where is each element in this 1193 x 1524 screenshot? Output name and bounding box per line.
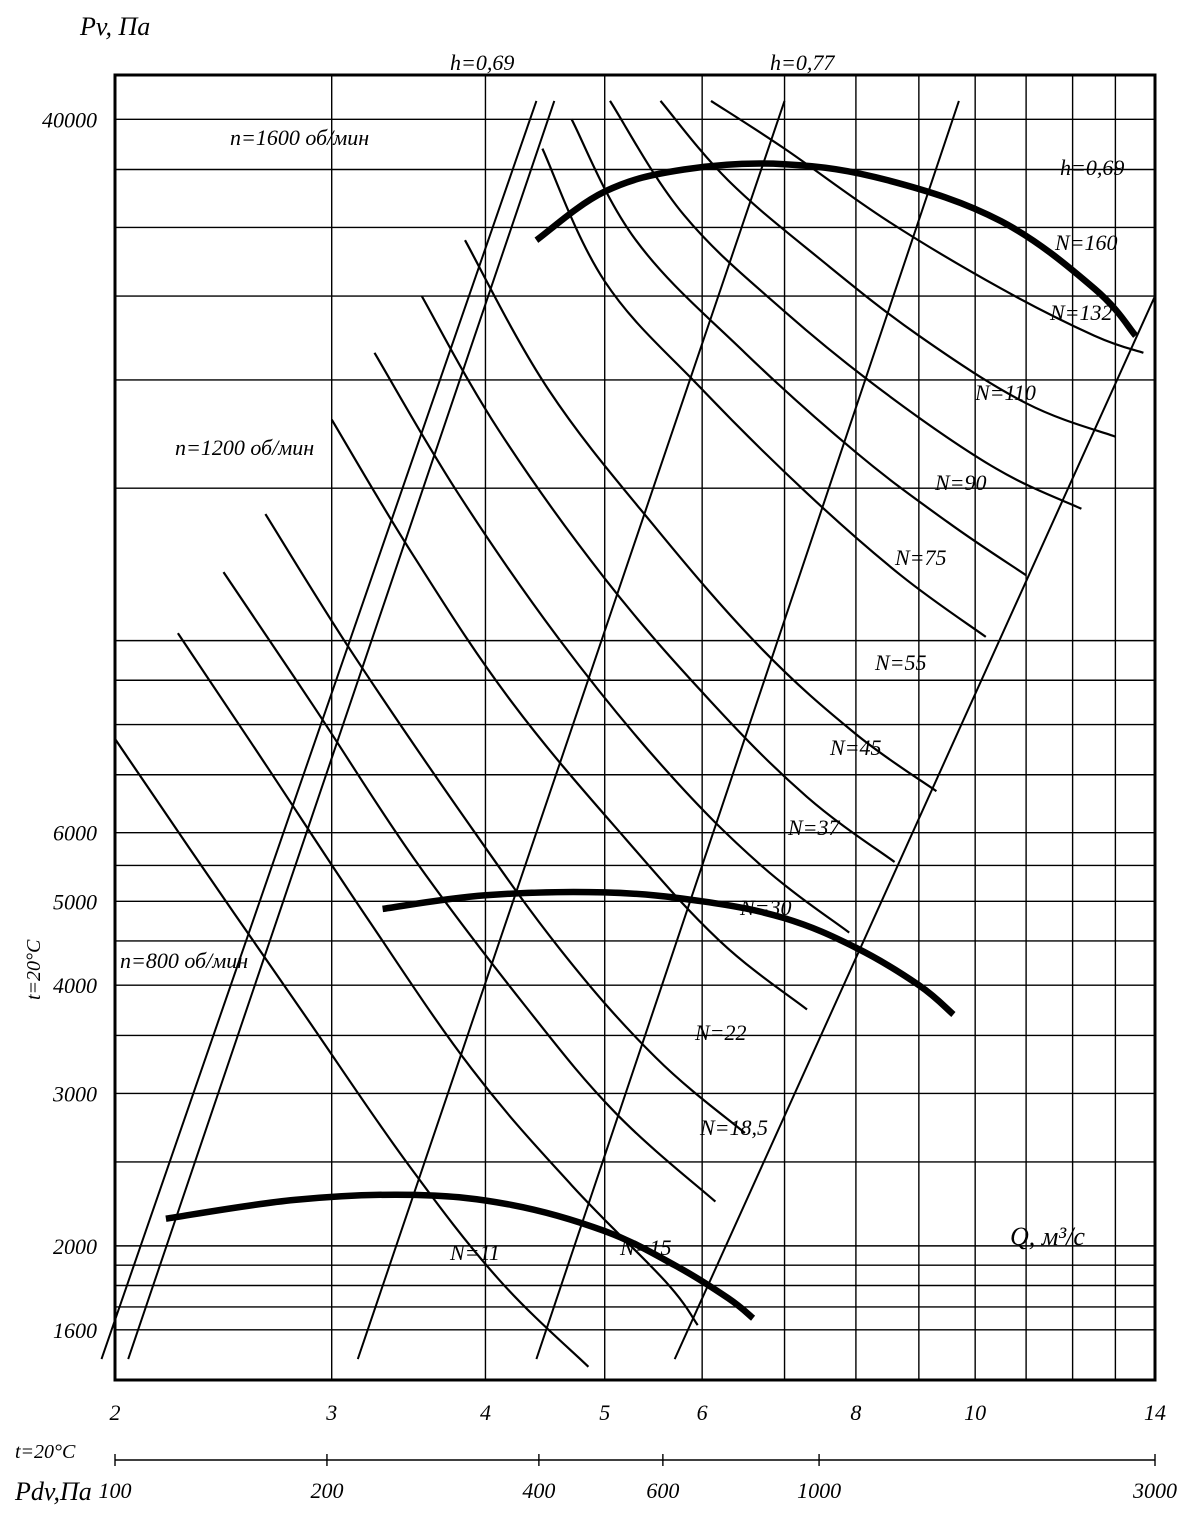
x-tick-label: 2 [110,1400,121,1425]
power-label: N=18,5 [699,1115,768,1140]
power-label: N=75 [894,545,947,570]
x-axis-title: Q, м³/с [1010,1222,1085,1251]
y-tick-label: 5000 [53,889,97,914]
side-temp-label: t=20°C [23,939,45,1000]
efficiency-label: h=0,69 [1060,155,1124,180]
y-tick-label: 6000 [53,821,97,846]
speed-label: n=1600 об/мин [230,125,369,150]
y-tick-label: 2000 [53,1234,97,1259]
pdv-tick-label: 3000 [1132,1478,1177,1503]
pdv-temp-label: t=20°C [15,1441,76,1463]
power-label: N=110 [974,380,1036,405]
x-tick-label: 4 [480,1400,491,1425]
efficiency-label: h=0,77 [770,50,835,75]
power-label: N=132 [1049,300,1113,325]
pdv-tick-label: 400 [522,1478,555,1503]
power-label: N=160 [1054,230,1118,255]
power-label: N=11 [449,1240,500,1265]
x-tick-label: 8 [850,1400,861,1425]
power-label: N=90 [934,470,987,495]
x-tick-label: 6 [697,1400,708,1425]
y-tick-label: 3000 [52,1081,97,1106]
speed-label: n=1200 об/мин [175,435,314,460]
pdv-tick-label: 200 [310,1478,343,1503]
power-label: N=37 [787,815,841,840]
power-label: N=22 [694,1020,747,1045]
pdv-tick-label: 100 [99,1478,132,1503]
y-tick-label: 4000 [53,973,97,998]
power-label: N=55 [874,650,927,675]
pdv-tick-label: 600 [646,1478,679,1503]
x-tick-label: 3 [325,1400,337,1425]
x-tick-label: 5 [599,1400,610,1425]
y-tick-label: 1600 [53,1318,97,1343]
pdv-tick-label: 1000 [797,1478,841,1503]
pdv-axis-title: Pdv,Па [14,1477,92,1506]
power-label: N=45 [829,735,882,760]
x-tick-label: 14 [1144,1400,1166,1425]
efficiency-label: h=0,69 [450,50,514,75]
y-tick-label: 40000 [42,107,97,132]
x-tick-label: 10 [964,1400,986,1425]
speed-label: n=800 об/мин [120,948,248,973]
y-axis-title: Pv, Па [79,12,150,41]
